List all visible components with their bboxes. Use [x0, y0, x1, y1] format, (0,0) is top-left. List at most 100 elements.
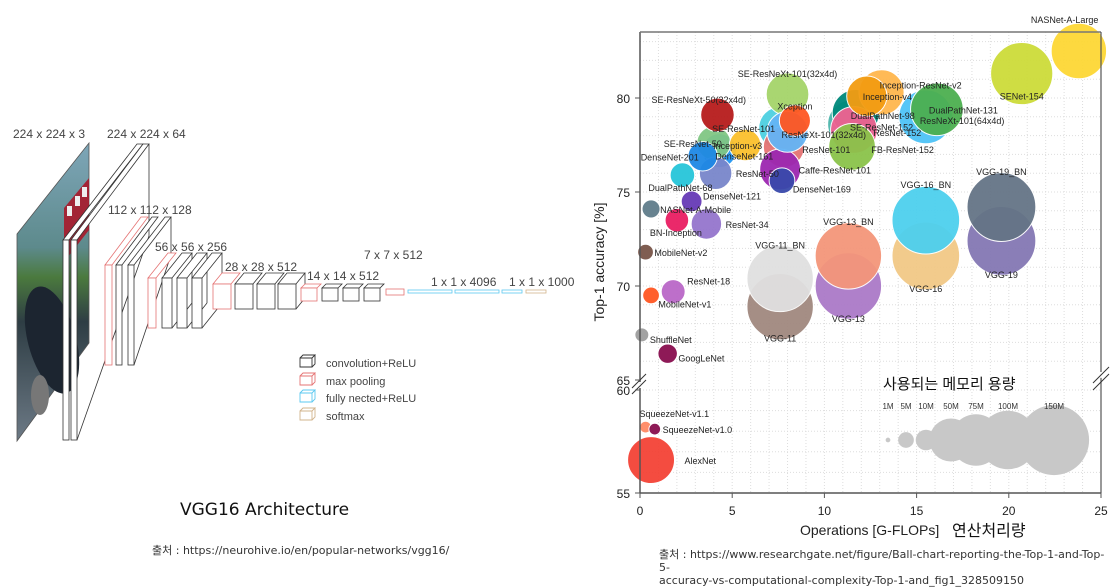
bubble-label-resnet-152: ResNet-152: [873, 128, 921, 138]
bubble-shufflenet: [634, 327, 650, 343]
chart-axes: 0 5 10 15 20 25 65 70 75 80 55 60: [617, 31, 1110, 518]
size-legend-label: 1M: [882, 402, 893, 411]
bubble-googlenet: [657, 343, 678, 364]
bubble-label-bn-inception: BN-Inception: [650, 228, 702, 238]
legend-label: softmax: [326, 411, 365, 423]
layer-label: 224 x 224 x 64: [107, 127, 186, 141]
bubble-label-mobilenet-v1: MobileNet-v1: [658, 299, 711, 309]
bubble-fb-resnet-152: [828, 123, 876, 171]
bubble-label-densenet-169: DenseNet-169: [793, 185, 851, 195]
bubble-label-mobilenet-v2: MobileNet-v2: [654, 248, 707, 258]
axis-break-mark: [631, 379, 647, 395]
size-legend-label: 100M: [998, 402, 1018, 411]
bubble-label-shufflenet: ShuffleNet: [650, 335, 692, 345]
bubble-label-nasnet-a-large: NASNet-A-Large: [1031, 15, 1099, 25]
bubble-label-dualpathnet-68: DualPathNet-68: [648, 183, 712, 193]
legend-item-conv: convolution+ReLU: [299, 354, 416, 370]
bubble-nasnet-a-mobile: [641, 199, 661, 219]
size-legend-bubble: [898, 432, 914, 448]
bubble-label-resnext-101-32x4d: ResNeXt-101(32x4d): [782, 130, 867, 140]
conv-block-3: [147, 252, 223, 329]
bubble-senet-154: [990, 41, 1054, 106]
bubble-se-resnext-50-32x4d: [700, 97, 735, 133]
size-legend-label: 10M: [918, 402, 934, 411]
size-legend-label: 5M: [900, 402, 911, 411]
bubble-dualpathnet-131: [910, 82, 964, 137]
bubble-label-resnet-101: ResNet-101: [802, 145, 850, 155]
bubble-vgg-11-bn: [746, 244, 814, 313]
layer-label: 56 x 56 x 256: [155, 240, 227, 254]
bubble-label-se-resnet-101: SE-ResNet-101: [712, 124, 775, 134]
bubble-resnet-34: [690, 208, 723, 240]
bubble-label-senet-154: SENet-154: [1000, 92, 1044, 102]
bubble-nasnet-a-large: [1050, 22, 1108, 80]
bubble-alexnet: [627, 436, 676, 485]
bubble-label-densenet-201: DenseNet-201: [641, 152, 699, 162]
layer-label: 112 x 112 x 128: [108, 203, 192, 217]
bubble-label-vgg-13-bn: VGG-13_BN: [823, 217, 874, 227]
legend-label: fully nected+ReLU: [326, 393, 416, 405]
size-legend-label: 150M: [1044, 402, 1064, 411]
x-tick-label: 0: [637, 504, 644, 518]
bubble-label-vgg-11-bn: VGG-11_BN: [755, 240, 805, 250]
layer-label: 28 x 28 x 512: [225, 260, 297, 274]
bubble-label-dualpathnet-131: DualPathNet-131: [929, 105, 998, 115]
conv-block-2: [104, 216, 172, 366]
legend-label: convolution+ReLU: [326, 358, 416, 370]
bubble-label-se-resnet-50: SE-ResNet-50: [664, 139, 722, 149]
legend-item-fc: fully nected+ReLU: [299, 389, 416, 405]
bubble-label-vgg-19-bn: VGG-19_BN: [976, 167, 1027, 177]
fc-box-icon: [299, 389, 317, 403]
bubble-xception: [778, 104, 811, 137]
conv-block-1: [62, 143, 150, 441]
bubble-dualpathnet-68: [669, 162, 696, 188]
legend-label: max pooling: [326, 376, 385, 388]
x-axis-label: Operations [G-FLOPs]: [800, 522, 939, 538]
bubble-label-vgg-19: VGG-19: [985, 270, 1018, 280]
bubble-label-vgg-11: VGG-11: [764, 334, 796, 344]
x-tick-label: 25: [1094, 504, 1108, 518]
bubble-label-se-resnet-152: SE-ResNet-152: [850, 122, 913, 132]
x-tick-label: 20: [1002, 504, 1016, 518]
bubble-label-xception: Xception: [777, 102, 812, 112]
size-legend-label: 75M: [968, 402, 984, 411]
bubble-vgg-19-bn: [966, 172, 1037, 242]
diagram-title: VGG16 Architecture: [180, 500, 350, 520]
bubble-label-resnet-50: ResNet-50: [736, 169, 779, 179]
bubble-label-googlenet: GoogLeNet: [678, 354, 725, 364]
size-legend-bubble: [1018, 404, 1090, 476]
layer-label: 1 x 1 x 1000: [509, 275, 575, 289]
bubble-label-inception-v4: Inception-v4: [863, 92, 912, 102]
bubble-label-resnet-34: ResNet-34: [726, 220, 769, 230]
bubble-vgg-13-bn: [814, 222, 883, 290]
conv-box-icon: [299, 354, 317, 368]
bubble-resnet-18: [660, 279, 686, 305]
layer-label: 1 x 1 x 4096: [431, 275, 497, 289]
pool-box-icon: [299, 372, 317, 386]
bubble-label-vgg-13: VGG-13: [832, 314, 865, 324]
bubble-label-densenet-161: DenseNet-161: [715, 152, 773, 162]
bubble-label-inception-v3: Inception-v3: [713, 141, 762, 151]
bubble-label-squeezenet-v1-0: SqueezeNet-v1.0: [663, 425, 733, 435]
bubble-label-squeezenet-v1-1: SqueezeNet-v1.1: [640, 409, 710, 419]
x-tick-label: 5: [729, 504, 736, 518]
layer-label: 224 x 224 x 3: [13, 127, 85, 141]
source-line-2: accuracy-vs-computational-complexity-Top…: [659, 574, 1025, 587]
bubble-label-fb-resnet-152: FB-ResNet-152: [871, 145, 934, 155]
y-axis-label: Top-1 accuracy [%]: [591, 202, 607, 321]
y-tick-label: 60: [617, 384, 631, 398]
fc-layers: [385, 288, 547, 296]
y-tick-label: 70: [617, 280, 631, 294]
bubble-inception-v4: [846, 75, 888, 117]
bubble-label-nasnet-a-mobile: NASNet-A-Mobile: [660, 205, 731, 215]
conv-block-5: [300, 283, 385, 302]
layer-label: 14 x 14 x 512: [307, 269, 379, 283]
vgg16-architecture-diagram: 224 x 224 x 3 224 x 224 x 64 112 x 112 x…: [13, 127, 575, 557]
y-tick-label: 65: [617, 374, 631, 388]
vgg16-diagram-svg: 224 x 224 x 3 224 x 224 x 64 112 x 112 x…: [13, 127, 575, 443]
bubble-label-alexnet: AlexNet: [685, 456, 717, 466]
bubble-label-dualpathnet-98: DualPathNet-98: [851, 111, 915, 121]
bubble-label-caffe-resnet-101: Caffe-ResNet-101: [799, 165, 871, 175]
bubble-label-resnext-101-64x4d: ResNeXt-101(64x4d): [920, 116, 1005, 126]
